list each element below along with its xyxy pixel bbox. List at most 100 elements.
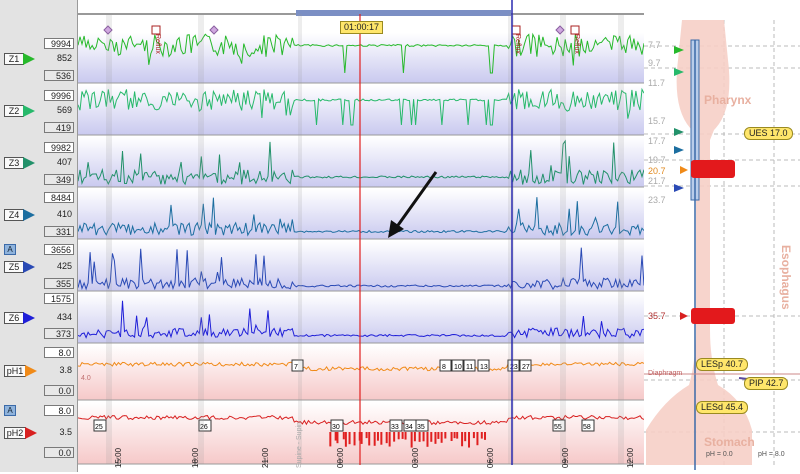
acid-exposure-bar	[388, 432, 391, 447]
ph2-arrow-icon	[25, 427, 37, 439]
ph1-event-box[interactable]	[291, 359, 304, 372]
reflux-event-band[interactable]	[508, 14, 514, 464]
z5-annotation-badge[interactable]: A	[4, 244, 16, 255]
trace-panel-z5[interactable]	[78, 241, 644, 291]
acid-exposure-bar	[404, 432, 407, 440]
impedance-sensor-markers	[674, 46, 688, 320]
trace-z5	[78, 247, 644, 291]
ph2-event-box[interactable]	[389, 419, 403, 432]
lesp-tag[interactable]: LESp 40.7	[696, 358, 749, 371]
acid-exposure-bar	[368, 432, 371, 446]
meal-marker-icon[interactable]	[103, 25, 113, 35]
lesd-tag[interactable]: LESd 45.4	[696, 401, 749, 414]
z5-label[interactable]: Z5	[4, 261, 24, 273]
reflux-marker[interactable]	[511, 25, 521, 35]
acid-exposure-bar	[472, 432, 475, 439]
tracing-svg[interactable]: 7 8 10 11 13 23 27 25 26 30 33 34 35 55 58 Reflux Reflux…	[78, 0, 644, 472]
ph2-label[interactable]: pH2	[4, 427, 26, 439]
reflux-event-band[interactable]	[560, 14, 566, 464]
z6-label[interactable]: Z6	[4, 312, 24, 324]
z4-current-value: 410	[56, 209, 72, 219]
z5-min-value: 355	[44, 278, 74, 289]
channel-z1[interactable]: 9994 Z1 852 536	[0, 34, 77, 84]
trace-panel-z2[interactable]	[78, 85, 644, 135]
acid-exposure-bar	[456, 432, 459, 439]
ph2-event-box[interactable]	[93, 419, 107, 432]
reflux-marker[interactable]	[151, 25, 161, 35]
acid-exposure-bar	[376, 432, 379, 441]
trace-panel-z3[interactable]	[78, 137, 644, 187]
channel-z6[interactable]: 1575 Z6 434 373	[0, 293, 77, 343]
z4-max-value: 8484	[44, 192, 74, 203]
acid-exposure-bar	[329, 432, 332, 447]
tracing-area[interactable]: 7 8 10 11 13 23 27 25 26 30 33 34 35 55 58 Reflux Reflux…	[78, 0, 644, 472]
ph1-event-box[interactable]	[519, 359, 532, 372]
depth-label: 9.7	[648, 58, 661, 68]
channel-z5[interactable]: A 3656 Z5 425 355	[0, 242, 77, 292]
acid-exposure-bar	[426, 432, 429, 447]
time-tick-label: 12:00	[626, 447, 635, 468]
z6-max-value: 1575	[44, 293, 74, 304]
acid-exposure-bar	[476, 432, 479, 446]
ph2-event-box[interactable]	[552, 419, 566, 432]
acid-exposure-bar	[468, 432, 471, 448]
pip-tag[interactable]: PIP 42.7	[744, 377, 789, 390]
reflux-event-band[interactable]	[298, 14, 302, 464]
depth-label: 17.7	[648, 136, 666, 146]
z2-label[interactable]: Z2	[4, 105, 24, 117]
depth-label: 21.7	[648, 176, 666, 186]
meal-marker-icon[interactable]	[209, 25, 219, 35]
ph1-event-label: 11	[466, 364, 473, 371]
ph2-event-label: 26	[200, 424, 208, 431]
reflux-marker[interactable]	[570, 25, 580, 35]
position-label: Supine - Supin	[296, 422, 303, 468]
ph1-event-box[interactable]	[477, 359, 490, 372]
ues-tag[interactable]: UES 17.0	[744, 127, 793, 140]
ph2-event-label: 30	[332, 424, 340, 431]
channel-ph2[interactable]: A 8.0 pH2 3.5 0.0	[0, 403, 77, 463]
ph1-label[interactable]: pH1	[4, 365, 26, 377]
ph1-event-box[interactable]	[439, 359, 452, 372]
trace-panel-z1[interactable]	[78, 33, 644, 83]
trace-z3	[78, 139, 644, 186]
ph2-event-box[interactable]	[415, 419, 429, 432]
ph1-event-box[interactable]	[451, 359, 464, 372]
ph2-event-box[interactable]	[581, 419, 595, 432]
trace-z1	[78, 32, 644, 74]
annotation-arrow	[394, 171, 438, 229]
acid-exposure-bar	[365, 432, 368, 439]
reflux-event-band[interactable]	[198, 14, 204, 464]
reflux-event-band[interactable]	[106, 14, 112, 464]
channel-z2[interactable]: 9996 Z2 569 419	[0, 86, 77, 136]
acid-exposure-bar	[360, 432, 363, 444]
ph2-event-box[interactable]	[330, 419, 344, 432]
meal-marker-icon[interactable]	[555, 25, 565, 35]
acid-exposure-bar	[410, 432, 413, 448]
ph2-event-box[interactable]	[198, 419, 212, 432]
trace-z4	[78, 197, 644, 237]
selection-range-bar[interactable]	[296, 10, 511, 16]
z3-max-value: 9982	[44, 142, 74, 153]
z6-arrow-icon	[23, 312, 35, 324]
ph2-event-label: 33	[391, 424, 399, 431]
ph2-annotation-badge[interactable]: A	[4, 405, 16, 416]
catheter-diagram[interactable]: 7.7 9.7 11.7 15.7 17.7 19.7 20.7 21.7 23…	[644, 0, 800, 472]
acid-exposure-bar	[440, 432, 443, 443]
acid-exposure-bar	[453, 432, 456, 439]
z3-label[interactable]: Z3	[4, 157, 24, 169]
ph-threshold-label: 4.0	[81, 375, 91, 382]
ph2-min-value: 0.0	[44, 447, 74, 458]
ph1-event-box[interactable]	[507, 359, 520, 372]
trace-panel-ph1[interactable]	[78, 345, 644, 400]
channel-ph1[interactable]: 8.0 pH1 3.8 0.0	[0, 345, 77, 400]
acid-exposure-bar	[418, 432, 421, 442]
channel-z4[interactable]: 8484 Z4 410 331	[0, 190, 77, 240]
z4-label[interactable]: Z4	[4, 209, 24, 221]
reflux-event-band[interactable]	[618, 14, 624, 464]
depth-label: 19.7	[648, 155, 666, 165]
channel-z3[interactable]: 9982 Z3 407 349	[0, 138, 77, 188]
z1-label[interactable]: Z1	[4, 53, 24, 65]
time-tick-label: 21:00	[261, 447, 270, 468]
ph1-event-box[interactable]	[463, 359, 476, 372]
acid-exposure-bar	[484, 432, 487, 440]
